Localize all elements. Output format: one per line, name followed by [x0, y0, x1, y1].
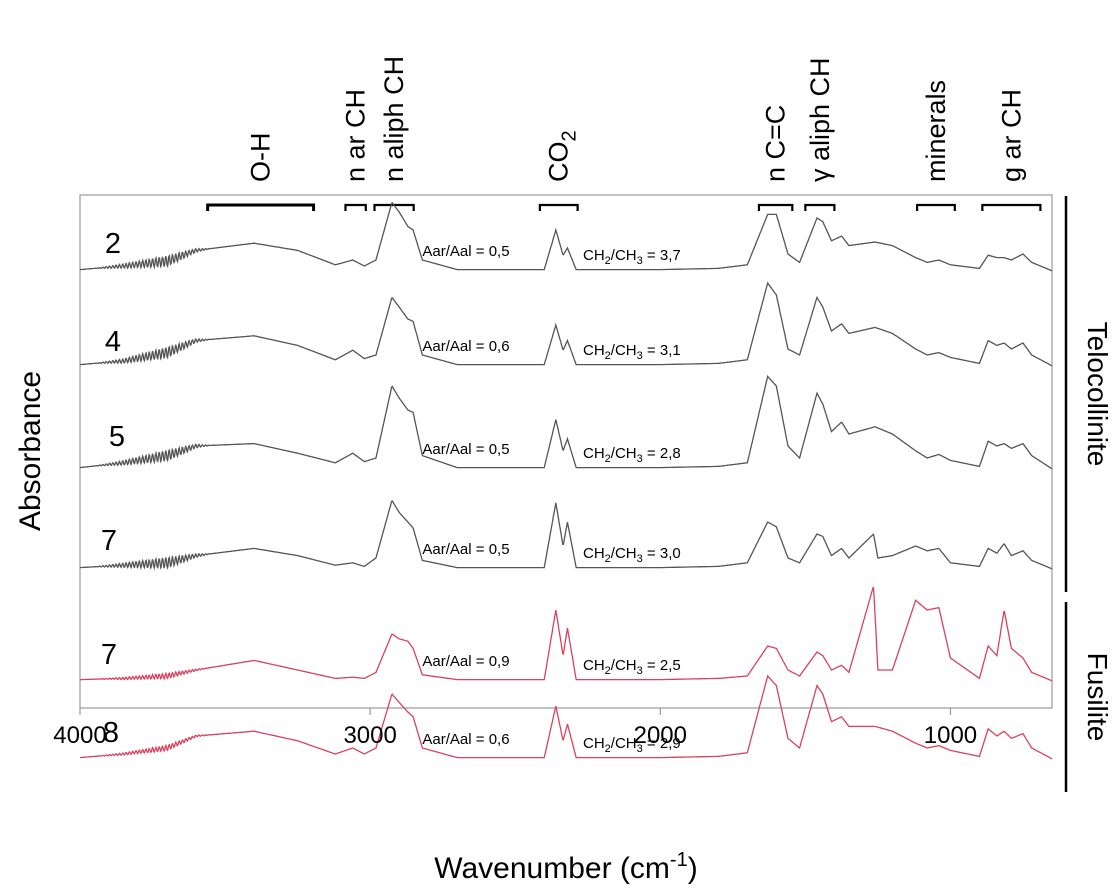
band-annotations: O-H n ar CH n aliph CH CO2 n C=C γ aliph CH mi…: [206, 56, 1042, 211]
x-axis-label-close: ): [688, 852, 698, 885]
x-tick-label-1000: 1000: [924, 722, 977, 749]
x-tick-label-4000: 4000: [53, 722, 106, 749]
aar-aal-label-3: Aar/Aal = 0,5: [422, 441, 509, 458]
ch2-ch3-label-5: CH2/CH3 = 2,5: [583, 657, 681, 677]
aar-aal-label-1: Aar/Aal = 0,5: [422, 243, 509, 260]
ch2-ch3-label-2: CH2/CH3 = 3,1: [583, 342, 681, 362]
series-label-3: 5: [109, 421, 125, 453]
series-label-5: 7: [101, 639, 117, 671]
band-label-co2: CO2: [544, 130, 581, 182]
aar-aal-label-4: Aar/Aal = 0,5: [422, 541, 509, 558]
group-brackets: Telocollinite Fusilite: [1064, 196, 1112, 792]
series-line-6: [80, 674, 1053, 760]
series-label-1: 2: [105, 228, 121, 260]
ch2-ch3-label-1: CH2/CH3 = 3,7: [583, 247, 681, 267]
aar-aal-label-2: Aar/Aal = 0,6: [422, 338, 509, 355]
band-label-g-ar-ch: g ar CH: [996, 89, 1026, 182]
band-bracket-gamma-aliph-ch: [804, 203, 836, 211]
series-line-1: [80, 201, 1053, 272]
y-axis-label: Absorbance: [14, 371, 47, 531]
band-bracket-n-c-c: [757, 203, 794, 211]
ch2-ch3-label-3: CH2/CH3 = 2,8: [583, 445, 681, 465]
series-line-2: [80, 281, 1053, 367]
band-bracket-n-ar-ch: [344, 203, 367, 211]
band-bracket-g-ar-ch: [981, 203, 1042, 211]
series-line-3: [79, 374, 1053, 470]
ch2-ch3-label-6: CH2/CH3 = 2,9: [583, 735, 681, 755]
x-axis-label: Wavenumber (cm-1): [434, 849, 697, 885]
x-axis-label-main: Wavenumber (cm: [434, 852, 670, 885]
band-label-n-ar-ch: n ar CH: [341, 89, 371, 182]
series-line-4: [80, 499, 1053, 571]
group-label-fusilite: Fusilite: [1082, 653, 1112, 742]
aar-aal-label-6: Aar/Aal = 0,6: [422, 731, 509, 748]
series-line-5: [80, 586, 1053, 682]
spectra: 2 Aar/Aal = 0,5 CH2/CH3 = 3,7 4 Aar/Aal = 0,…: [79, 201, 1053, 760]
ch2-ch3-label-4: CH2/CH3 = 3,0: [583, 545, 681, 565]
band-bracket-minerals: [915, 203, 956, 211]
band-label-n-aliph-ch: n aliph CH: [379, 56, 409, 182]
band-label-minerals: minerals: [921, 80, 951, 182]
group-label-telocollinite: Telocollinite: [1082, 322, 1112, 467]
band-label-gamma-aliph-ch: γ aliph CH: [805, 57, 835, 182]
series-label-4: 7: [101, 525, 117, 557]
x-tick-label-2000: 2000: [634, 722, 687, 749]
band-bracket-co2: [538, 203, 579, 211]
x-tick-label-3000: 3000: [343, 722, 396, 749]
band-bracket-o-h: [206, 203, 316, 211]
series-label-6: 8: [103, 717, 119, 749]
series-label-2: 4: [105, 326, 121, 358]
band-label-n-c-c: n C=C: [761, 105, 791, 182]
x-axis: 4000 3000 2000 1000: [53, 708, 977, 749]
band-label-o-h: O-H: [246, 133, 276, 183]
plot-frame: [79, 194, 1053, 709]
aar-aal-label-5: Aar/Aal = 0,9: [422, 653, 509, 670]
x-axis-label-sup: -1: [670, 849, 688, 871]
